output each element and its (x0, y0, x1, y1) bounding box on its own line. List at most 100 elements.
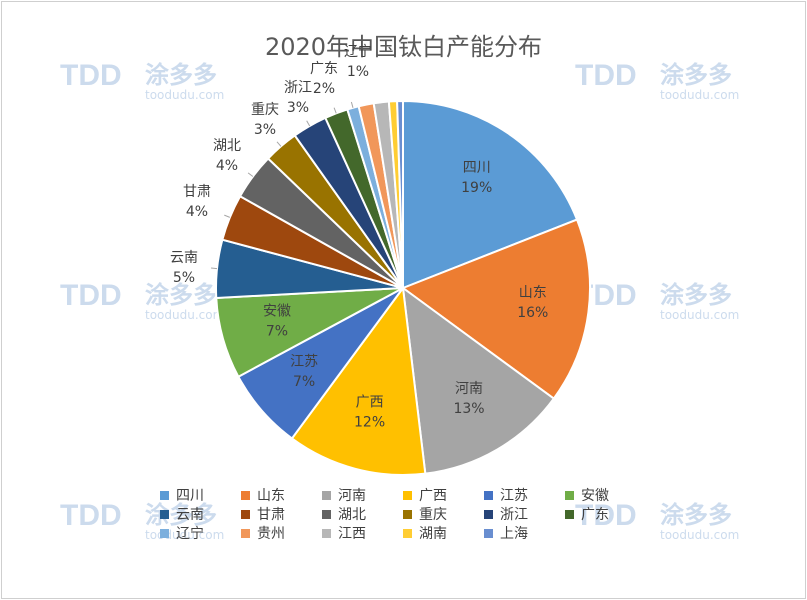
slice-label-value: 3% (287, 100, 309, 116)
legend-label: 重庆 (419, 507, 447, 523)
legend-label: 河南 (338, 488, 366, 504)
legend-item: 山东 (241, 487, 322, 506)
slice-label-name: 甘肃 (183, 184, 211, 200)
legend-row: 云南 甘肃 湖北 重庆 浙江 广东 (160, 504, 680, 523)
legend-item: 贵州 (241, 525, 322, 544)
legend-label: 江苏 (500, 488, 528, 504)
slice-label-name: 辽宁 (344, 43, 372, 60)
pie-slice (400, 218, 591, 400)
legend-swatch (322, 510, 331, 519)
leader-line (350, 101, 354, 108)
legend-item: 湖南 (403, 525, 484, 544)
watermark-url: toodudu.com (145, 88, 224, 102)
pie-slice (290, 285, 427, 476)
legend-label: 浙江 (500, 507, 528, 523)
legend-label: 四川 (176, 488, 204, 504)
legend-item: 四川 (160, 487, 241, 506)
slice-label-value: 3% (254, 122, 276, 138)
slice-label-name: 浙江 (284, 80, 312, 96)
slice-label-value: 4% (216, 158, 238, 174)
legend-label: 广西 (419, 488, 447, 504)
legend-label: 山东 (257, 488, 285, 504)
legend-label: 江西 (338, 526, 366, 542)
watermark-url: toodudu.com (660, 528, 739, 542)
leader-line (247, 172, 254, 177)
legend-label: 辽宁 (176, 526, 204, 542)
watermark-name: 涂多多 (145, 501, 217, 529)
slice-label-value: 5% (173, 270, 195, 286)
legend-item: 江苏 (484, 487, 565, 506)
watermark-name: 涂多多 (660, 61, 732, 89)
leader-line (306, 120, 311, 127)
slice-label-name: 湖北 (213, 138, 241, 154)
legend-item: 广东 (565, 506, 646, 525)
watermark-logo: TDD (575, 59, 637, 92)
slice-label-name: 重庆 (251, 102, 279, 118)
slice-label-name: 安徽 (263, 303, 291, 319)
pie-slice (402, 99, 579, 290)
legend-item: 湖北 (322, 506, 403, 525)
watermark-name: 涂多多 (145, 61, 217, 89)
slice-label-value: 1% (347, 64, 369, 80)
watermark-logo: TDD (60, 499, 122, 532)
watermark-name: 涂多多 (145, 281, 217, 309)
slice-label-name: 云南 (170, 250, 198, 266)
legend-swatch (484, 491, 493, 500)
slice-label-name: 河南 (455, 381, 483, 397)
watermark-url: toodudu.com (145, 308, 224, 322)
legend-swatch (484, 529, 493, 538)
pie-slice (396, 99, 404, 289)
chart-legend: 四川 山东 河南 广西 江苏 安徽云南 甘肃 湖北 重庆 浙江 广东辽宁 贵州 江西 湖南 上海 (160, 485, 680, 542)
legend-swatch (241, 491, 250, 500)
chart-title: 2020年中国钛白产能分布 (264, 33, 543, 61)
legend-swatch (160, 510, 169, 519)
legend-label: 湖北 (338, 507, 366, 523)
leader-line (224, 214, 231, 218)
slice-label-value: 2% (313, 81, 335, 97)
legend-item: 河南 (322, 487, 403, 506)
slice-label-value: 19% (461, 180, 492, 196)
slice-label-value: 12% (354, 415, 385, 431)
slice-label-value: 7% (293, 374, 315, 390)
slice-label-name: 广东 (310, 61, 338, 77)
watermark-url: toodudu.com (660, 308, 739, 322)
legend-label: 甘肃 (257, 507, 285, 523)
legend-item: 云南 (160, 506, 241, 525)
watermark-logo: TDD (575, 499, 637, 532)
legend-label: 安徽 (581, 488, 609, 504)
watermark-name: 涂多多 (660, 501, 732, 529)
legend-label: 云南 (176, 507, 204, 523)
legend-item: 上海 (484, 525, 565, 544)
legend-label: 广东 (581, 507, 609, 523)
legend-swatch (160, 491, 169, 500)
legend-row: 四川 山东 河南 广西 江苏 安徽 (160, 485, 680, 504)
legend-label: 湖南 (419, 526, 447, 542)
legend-row: 辽宁 贵州 江西 湖南 上海 (160, 523, 680, 542)
slice-label-name: 四川 (463, 160, 491, 176)
legend-swatch (403, 510, 412, 519)
legend-item: 浙江 (484, 506, 565, 525)
legend-swatch (565, 491, 574, 500)
legend-label: 上海 (500, 526, 528, 542)
legend-item: 甘肃 (241, 506, 322, 525)
legend-item: 辽宁 (160, 525, 241, 544)
legend-swatch (241, 529, 250, 538)
legend-item: 重庆 (403, 506, 484, 525)
legend-swatch (322, 491, 331, 500)
leader-line (333, 107, 337, 114)
legend-swatch (403, 529, 412, 538)
legend-item: 江西 (322, 525, 403, 544)
legend-swatch (565, 510, 574, 519)
legend-swatch (484, 510, 493, 519)
watermark-url: toodudu.com (660, 88, 739, 102)
legend-swatch (403, 491, 412, 500)
slice-label-value: 13% (453, 401, 484, 417)
leader-line (276, 141, 282, 147)
slice-label-value: 4% (186, 204, 208, 220)
pie-slice (401, 285, 556, 475)
